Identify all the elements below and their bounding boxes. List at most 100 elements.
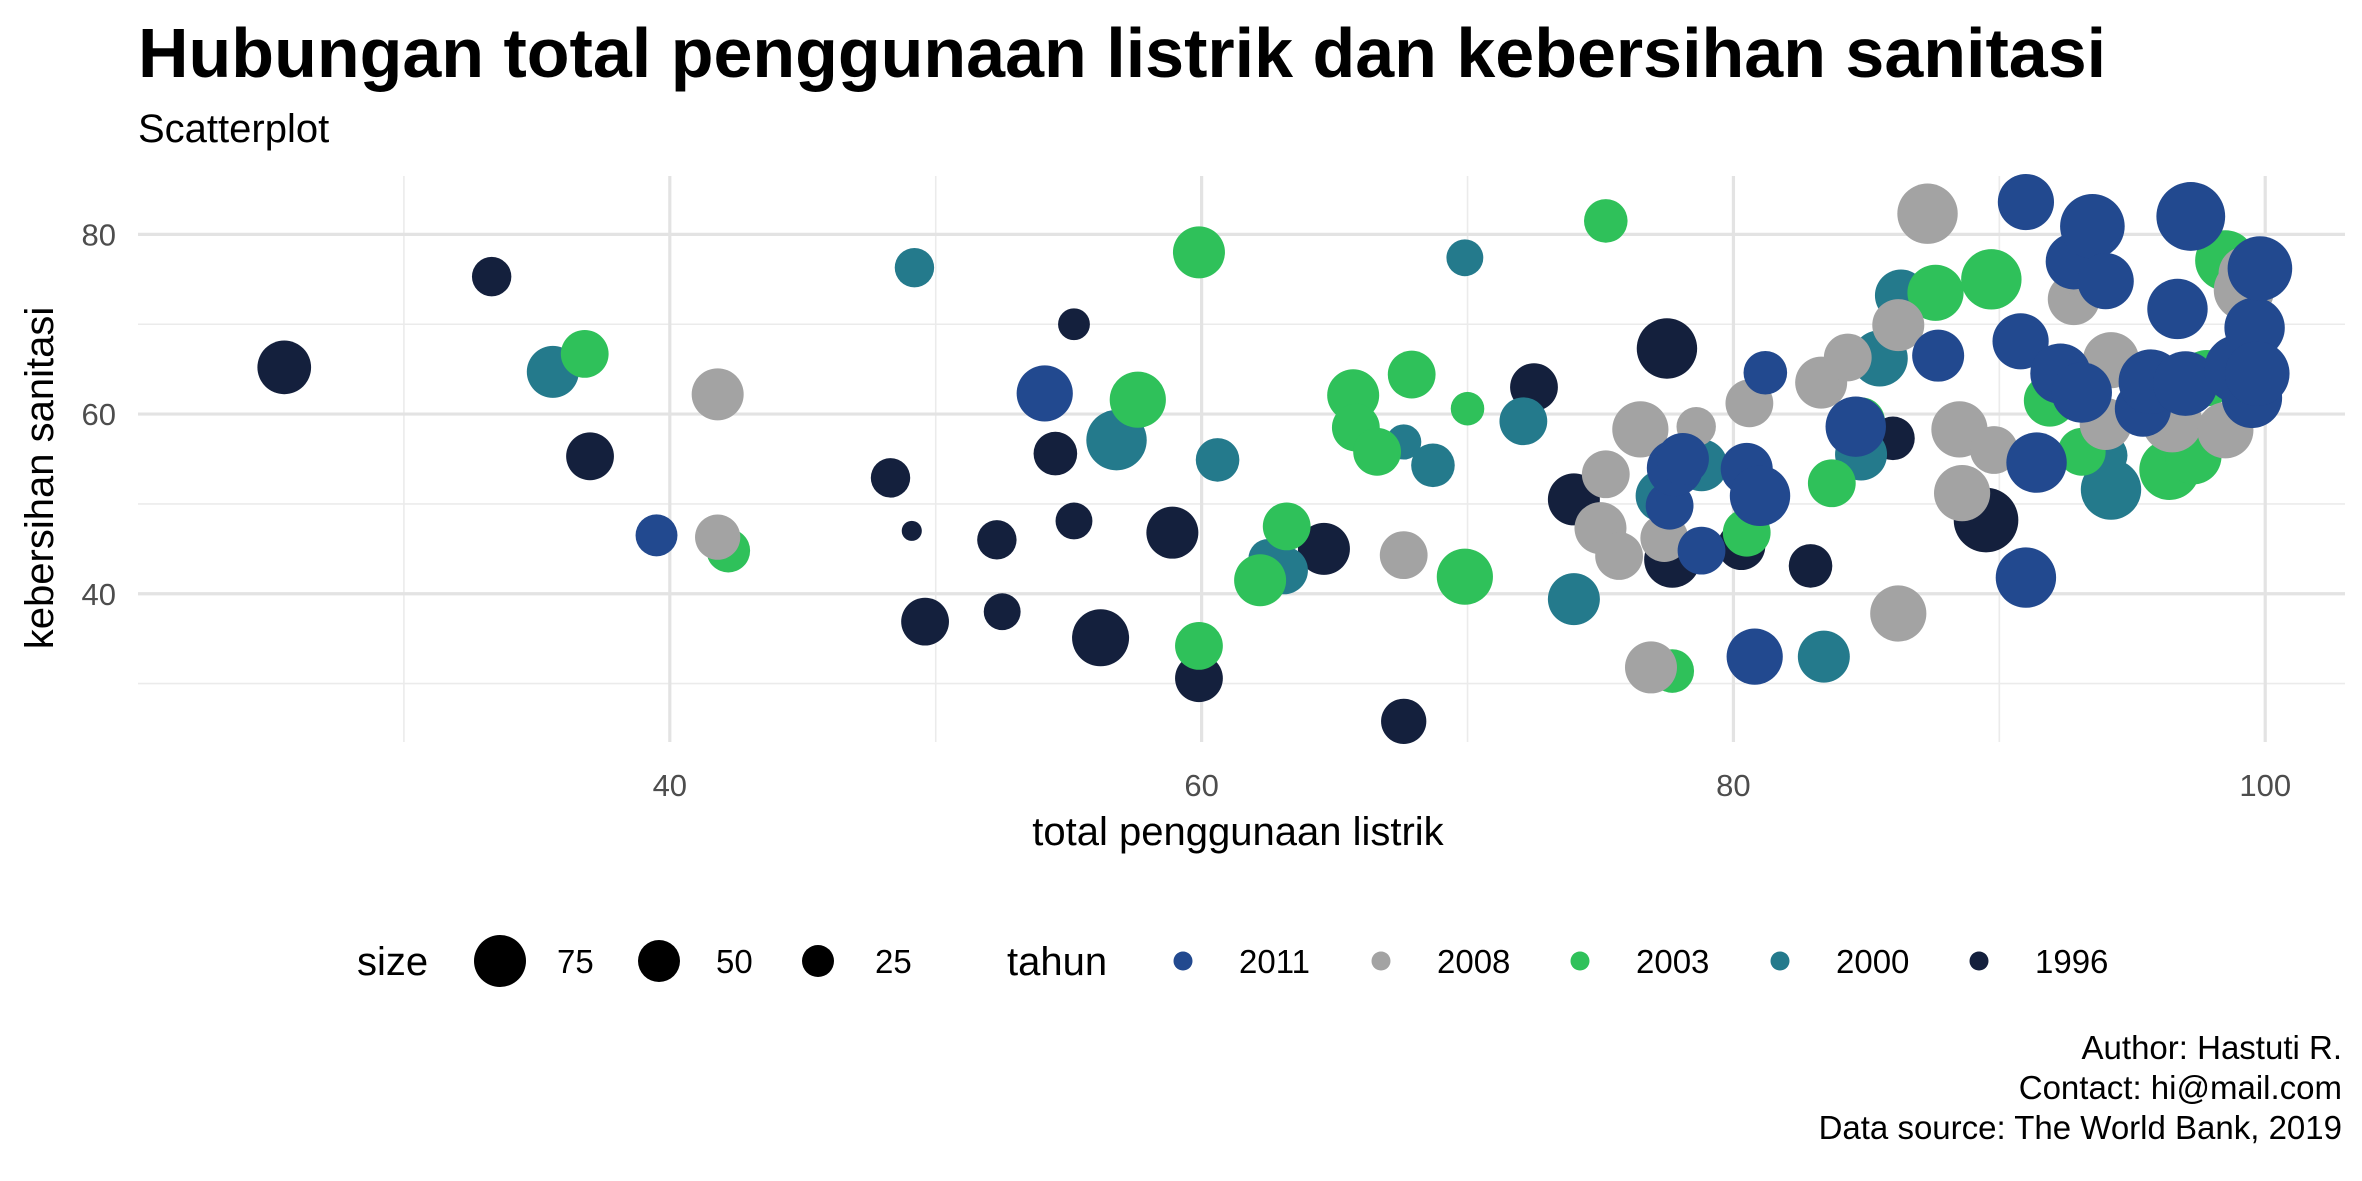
data-point-2008 [1933,465,1991,522]
caption-source: Data source: The World Bank, 2019 [1818,1109,2342,1146]
size-legend-label: 75 [557,943,594,980]
y-tick-label: 60 [82,397,116,432]
data-point-2008 [1624,641,1677,694]
data-point-2011 [635,514,678,557]
data-point-2008 [1823,333,1872,382]
x-tick-label: 40 [653,768,687,803]
data-point-2000 [894,247,935,288]
size-legend-label: 50 [716,943,753,980]
data-point-2003 [1387,350,1436,399]
data-point-2003 [560,329,609,378]
color-legend-key [1173,951,1193,971]
data-point-2003 [1436,548,1493,605]
data-point-1996 [1788,544,1833,588]
data-point-2003 [1175,621,1223,670]
legend: size 75 50 25 tahun 2011 2008 2003 2000 1996 [357,935,2108,987]
data-point-1996 [1055,502,1093,540]
data-point-2011 [1726,628,1783,685]
data-point-2011 [2006,432,2067,493]
data-point-1996 [1636,318,1698,379]
y-tick-labels: 40 60 80 [82,217,116,611]
data-point-2011 [1016,365,1073,422]
data-point-2011 [2224,341,2290,406]
data-point-2003 [1807,459,1856,508]
data-point-2003 [1961,249,2022,310]
data-point-2011 [1825,396,1886,457]
data-point-2000 [1547,573,1600,626]
size-legend-key [802,945,834,977]
data-point-2000 [2080,459,2142,520]
data-point-1996 [257,340,312,395]
data-point-2003 [1450,391,1485,426]
data-point-2011 [2227,236,2293,301]
data-point-1996 [1072,609,1130,667]
data-point-2008 [1379,531,1428,580]
data-point-2008 [691,368,744,421]
data-point-1996 [870,458,911,498]
data-point-1996 [1297,522,1350,575]
color-legend-key [1371,951,1391,971]
size-legend-key [638,940,680,982]
data-point-2011 [2224,297,2285,359]
data-point-2000 [1195,438,1240,482]
size-legend-title: size [357,940,428,984]
data-point-2003 [1172,226,1225,279]
data-point-2011 [1997,173,2055,231]
data-point-2003 [1109,371,1166,428]
data-point-1996 [566,432,614,481]
data-point-1996 [1146,506,1199,559]
caption-author: Author: Hastuti R. [2081,1029,2342,1066]
size-legend-key [474,935,526,987]
data-point-2008 [1870,585,1927,642]
data-point-2003 [1234,554,1287,607]
data-point-2011 [2060,194,2125,259]
data-point-2011 [2153,351,2218,416]
data-point-2000 [1499,397,1548,446]
data-point-2008 [1581,450,1630,499]
color-legend-label: 1996 [2035,943,2108,980]
color-legend-label: 2011 [1239,943,1310,980]
data-point-2011 [1656,433,1709,485]
data-points [257,173,2293,744]
chart-title: Hubungan total penggunaan listrik dan ke… [138,14,2107,92]
data-point-1996 [1033,431,1078,476]
data-point-2000 [1446,239,1484,277]
data-point-1996 [977,520,1017,560]
data-point-2008 [1612,401,1669,458]
data-point-2008 [1872,299,1925,352]
data-point-2011 [1743,350,1788,395]
data-point-1996 [1381,698,1427,744]
data-point-2008 [1897,183,1958,244]
data-point-2011 [2077,253,2134,310]
x-tick-label: 100 [2239,768,2291,803]
data-point-2008 [1595,532,1643,580]
data-point-2003 [1262,502,1311,551]
data-point-2011 [1729,465,1791,527]
caption-contact: Contact: hi@mail.com [2018,1069,2342,1106]
color-legend-label: 2003 [1636,943,1709,980]
color-legend-label: 2008 [1437,943,1510,980]
x-tick-label: 80 [1716,768,1750,803]
color-legend-label: 2000 [1836,943,1909,980]
color-legend-key [1770,951,1790,971]
data-point-1996 [983,593,1021,631]
data-point-2003 [1583,199,1628,243]
data-point-2008 [1970,426,2018,474]
data-point-2000 [1411,443,1455,488]
x-tick-label: 60 [1184,768,1218,803]
data-point-2011 [2051,362,2112,423]
x-tick-labels: 40 60 80 100 [653,768,2292,803]
caption: Author: Hastuti R. Contact: hi@mail.com … [1819,1028,2342,1148]
data-point-2011 [2147,278,2208,340]
data-point-2011 [1995,547,2057,608]
data-point-2011 [1912,329,1965,382]
data-point-2003 [1353,427,1402,476]
y-tick-label: 40 [82,577,116,612]
x-axis-title: total penggunaan listrik [1032,810,1444,854]
data-point-1996 [1058,308,1090,341]
color-legend-title: tahun [1007,940,1107,984]
data-point-2011 [1992,313,2049,370]
data-point-2000 [1797,630,1850,683]
data-point-1996 [471,256,512,297]
